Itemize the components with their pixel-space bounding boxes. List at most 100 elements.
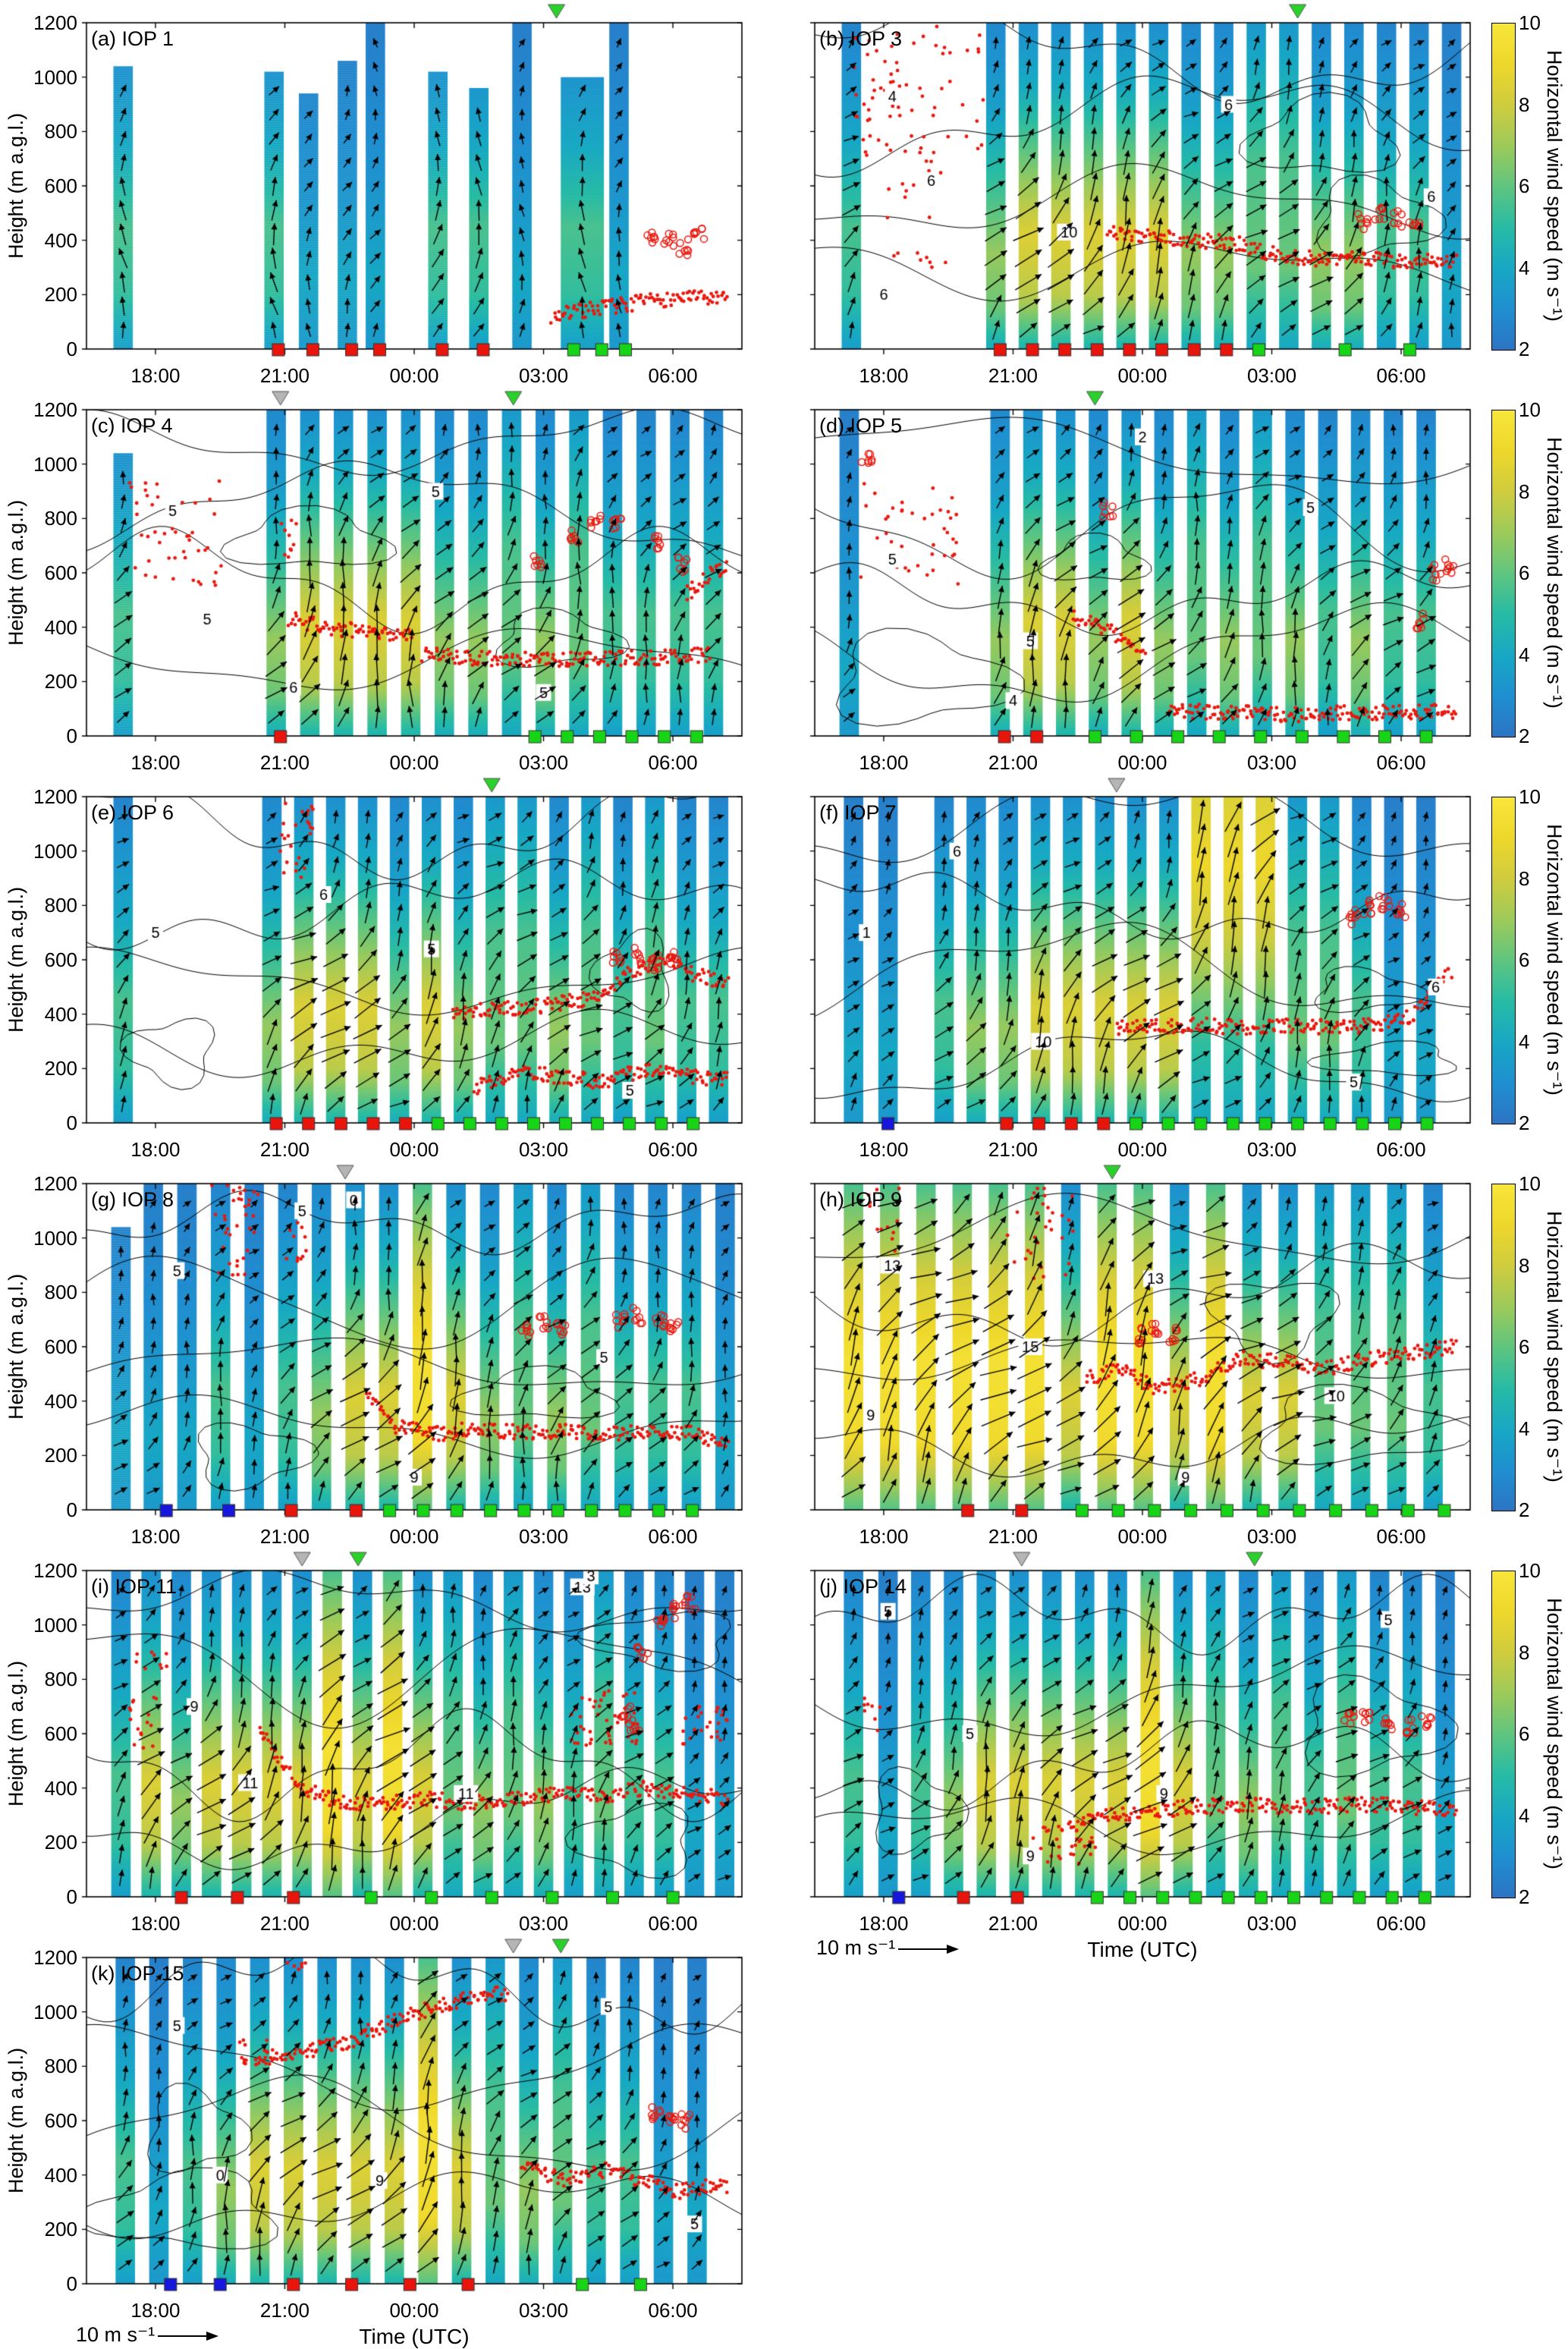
colorbar-tick-label: 2 (1519, 725, 1530, 747)
figure-row-4: Height (m a.g.l.) 0 200 400 600 800 1000 1200 (g… (0, 1161, 1568, 1548)
x-tick-label: 06:00 (1376, 1138, 1426, 1161)
y-tick-label: 1000 (33, 1226, 77, 1250)
colorbar (1491, 410, 1516, 737)
x-tick-label: 21:00 (988, 364, 1038, 387)
panel-b-title: (b) IOP 3 (819, 27, 903, 50)
x-tick-label: 03:00 (518, 2299, 569, 2322)
x-tick-label: 18:00 (859, 364, 909, 387)
x-tick-label: 06:00 (648, 1525, 698, 1548)
y-tick-label: 1000 (33, 839, 77, 863)
colorbar-tick-label: 4 (1519, 1417, 1530, 1440)
y-axis-label: Height (m a.g.l.) (5, 2047, 27, 2194)
colorbar-tick-label: 4 (1519, 256, 1530, 279)
y-tick-label: 0 (66, 1885, 77, 1908)
panel-e: (e) IOP 6 18:00 21:00 00:00 03:00 06:00 (80, 774, 748, 1161)
x-tick-label: 18:00 (859, 1912, 909, 1935)
panel-i-title: (i) IOP 11 (91, 1575, 178, 1598)
x-tick-label: 00:00 (1117, 1138, 1167, 1161)
y-tick-label: 1000 (33, 1613, 77, 1637)
colorbar (1491, 23, 1516, 351)
y-axis-label: Height (m a.g.l.) (5, 499, 27, 646)
panel-d: (d) IOP 5 18:00 21:00 00:00 03:00 06:00 (809, 387, 1476, 774)
y-tick-label: 0 (66, 338, 77, 360)
y-tick-label: 800 (44, 894, 77, 917)
panel-i: (i) IOP 11 18:00 21:00 00:00 03:00 06:00 (80, 1548, 748, 1935)
y-tick-label: 1000 (33, 452, 77, 476)
colorbar-tick-label: 6 (1519, 948, 1530, 971)
y-tick-label: 200 (44, 670, 77, 693)
x-tick-label: 18:00 (859, 1525, 909, 1548)
x-tick-label: 18:00 (130, 751, 181, 774)
x-tick-label: 18:00 (130, 2299, 181, 2322)
y-tick-label: 800 (44, 1668, 77, 1691)
x-tick-label: 00:00 (1117, 1912, 1167, 1935)
x-tick-label: 00:00 (1117, 751, 1167, 774)
y-tick-label: 400 (44, 1776, 77, 1800)
colorbar-tick-label: 10 (1519, 1172, 1541, 1195)
panel-e-plot (80, 774, 748, 1138)
colorbar-tick-label: 6 (1519, 561, 1530, 584)
x-tick-label: 03:00 (518, 364, 569, 387)
panel-b-plot (809, 0, 1476, 364)
y-tick-label: 800 (44, 1281, 77, 1304)
panel-h-plot (809, 1161, 1476, 1525)
figure-row-6: Height (m a.g.l.) 0 200 400 600 800 1000 1200 (k… (0, 1935, 1568, 2349)
colorbar-tick-label: 2 (1519, 338, 1530, 360)
y-tick-label: 200 (44, 1444, 77, 1467)
panel-c-plot (80, 387, 748, 751)
panel-g: (g) IOP 8 18:00 21:00 00:00 03:00 06:00 (80, 1161, 748, 1548)
colorbar-tick-label: 6 (1519, 175, 1530, 197)
y-tick-label: 200 (44, 1057, 77, 1080)
scale-arrow-icon (158, 2331, 219, 2341)
y-axis-label: Height (m a.g.l.) (5, 112, 27, 259)
panel-a-title: (a) IOP 1 (91, 27, 174, 50)
colorbar-tick-label: 4 (1519, 1030, 1530, 1053)
y-tick-label: 600 (44, 1722, 77, 1745)
x-tick-label: 00:00 (1117, 1525, 1167, 1548)
x-tick-label: 00:00 (389, 364, 439, 387)
x-tick-label: 06:00 (648, 751, 698, 774)
x-tick-label: 18:00 (130, 1525, 181, 1548)
panel-k-plot (80, 1935, 748, 2299)
y-tick-label: 0 (66, 1498, 77, 1521)
x-tick-label: 06:00 (1376, 1912, 1426, 1935)
colorbar-axis-label: Horizontal wind speed (m s⁻¹) (1543, 1211, 1566, 1483)
figure-row-5: Height (m a.g.l.) 0 200 400 600 800 1000 1200 (i… (0, 1548, 1568, 1961)
x-tick-label: 18:00 (130, 1912, 181, 1935)
panel-c: (c) IOP 4 18:00 21:00 00:00 03:00 06:00 (80, 387, 748, 774)
colorbar-tick-label: 6 (1519, 1335, 1530, 1358)
colorbar-tick-label: 2 (1519, 1112, 1530, 1134)
figure-row-2: Height (m a.g.l.) 0 200 400 600 800 1000 1200 (c… (0, 387, 1568, 774)
panel-d-plot (809, 387, 1476, 751)
y-tick-label: 1200 (33, 1559, 77, 1582)
scale-arrow-icon (898, 1944, 960, 1954)
wind-scale-annotation-label: 10 m s⁻¹ (816, 1936, 896, 1959)
y-axis-label: Height (m a.g.l.) (5, 1660, 27, 1807)
x-tick-label: 03:00 (518, 1912, 569, 1935)
colorbar-tick-label: 8 (1519, 93, 1530, 116)
y-tick-label: 800 (44, 2055, 77, 2078)
colorbar-tick-label: 2 (1519, 1885, 1530, 1908)
y-tick-label: 400 (44, 2163, 77, 2187)
x-tick-label: 21:00 (259, 751, 310, 774)
x-tick-label: 18:00 (859, 751, 909, 774)
x-tick-label: 06:00 (648, 1912, 698, 1935)
x-tick-label: 21:00 (259, 1138, 310, 1161)
panel-g-plot (80, 1161, 748, 1525)
panel-j: (j) IOP 14 18:00 21:00 00:00 03:00 06:00 (809, 1548, 1476, 1935)
figure-row-3: Height (m a.g.l.) 0 200 400 600 800 1000 1200 (e… (0, 774, 1568, 1161)
panel-b: (b) IOP 3 18:00 21:00 00:00 03:00 06:00 (809, 0, 1476, 387)
panel-g-title: (g) IOP 8 (91, 1188, 174, 1211)
x-tick-label: 00:00 (389, 1138, 439, 1161)
panel-f-plot (809, 774, 1476, 1138)
panel-c-title: (c) IOP 4 (91, 414, 173, 437)
x-axis-label: Time (UTC) (359, 2325, 470, 2348)
panel-j-plot (809, 1548, 1476, 1912)
y-tick-label: 600 (44, 948, 77, 971)
x-tick-label: 06:00 (1376, 751, 1426, 774)
colorbar-tick-label: 10 (1519, 1559, 1541, 1582)
x-tick-label: 00:00 (389, 751, 439, 774)
x-tick-label: 21:00 (259, 2299, 310, 2322)
wind-scale-annotation: 10 m s⁻¹ (76, 2323, 220, 2347)
x-tick-label: 06:00 (648, 364, 698, 387)
